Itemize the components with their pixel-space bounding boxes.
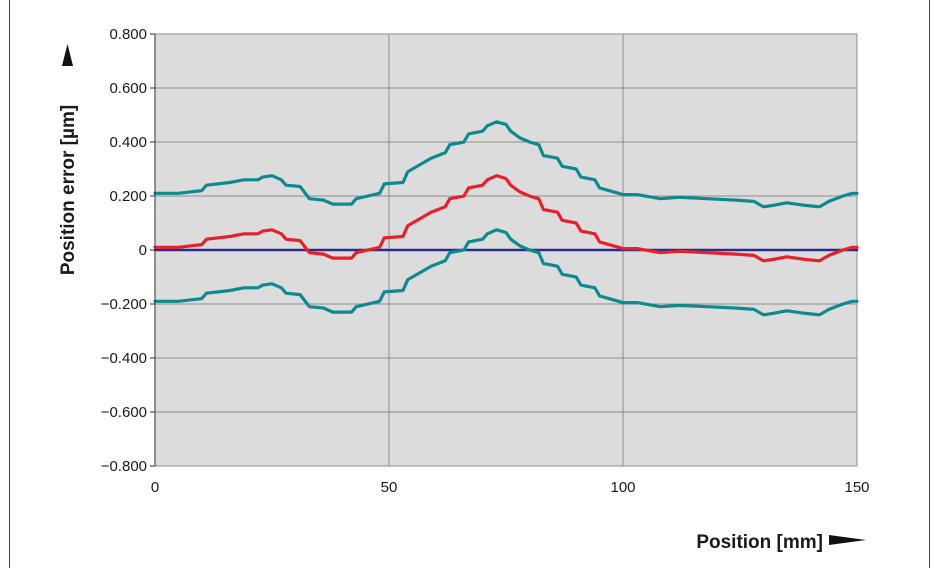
x-axis-arrow-icon [829,535,866,545]
y-axis-title: Position error [µm] [58,105,79,275]
tick-labels: 0.800 0.600 0.400 0.200 0 −0.200 −0.400 −0.600 −… [101,26,870,496]
x-tick-label: 150 [844,479,869,496]
y-tick-label: −0.400 [101,350,147,367]
x-tick-label: 100 [610,479,635,496]
series-layer [153,120,859,317]
y-tick-label: 0.600 [109,80,147,97]
y-axis-arrow-icon [62,44,73,66]
upper-envelope-line [153,120,859,209]
y-tick-label: −0.600 [101,404,147,421]
lower-envelope-line [153,228,859,317]
y-tick-label: −0.200 [101,296,147,313]
position-error-line [153,174,859,263]
y-tick-label: −0.800 [101,458,147,475]
y-tick-label: 0.200 [109,188,147,205]
y-tick-label: 0.800 [109,26,147,43]
x-tick-label: 50 [381,479,398,496]
y-tick-label: 0.400 [109,134,147,151]
y-tick-label: 0 [139,242,147,259]
figure-frame [9,0,930,568]
x-axis-title: Position [mm] [696,532,823,553]
x-tick-label: 0 [151,479,159,496]
